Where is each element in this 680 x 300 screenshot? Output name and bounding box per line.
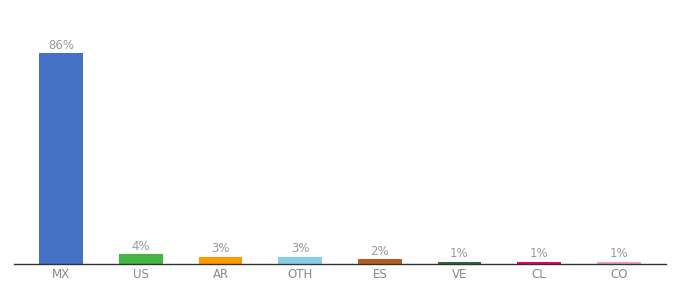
Bar — [119, 254, 163, 264]
Bar — [358, 259, 402, 264]
Bar — [517, 262, 561, 264]
Bar — [39, 53, 83, 264]
Bar — [199, 257, 243, 264]
Text: 3%: 3% — [291, 242, 309, 255]
Bar — [437, 262, 481, 264]
Text: 2%: 2% — [371, 245, 389, 258]
Bar — [597, 262, 641, 264]
Bar — [278, 257, 322, 264]
Text: 1%: 1% — [450, 247, 469, 260]
Text: 1%: 1% — [609, 247, 628, 260]
Text: 4%: 4% — [132, 240, 150, 253]
Text: 3%: 3% — [211, 242, 230, 255]
Text: 86%: 86% — [48, 39, 74, 52]
Text: 1%: 1% — [530, 247, 548, 260]
